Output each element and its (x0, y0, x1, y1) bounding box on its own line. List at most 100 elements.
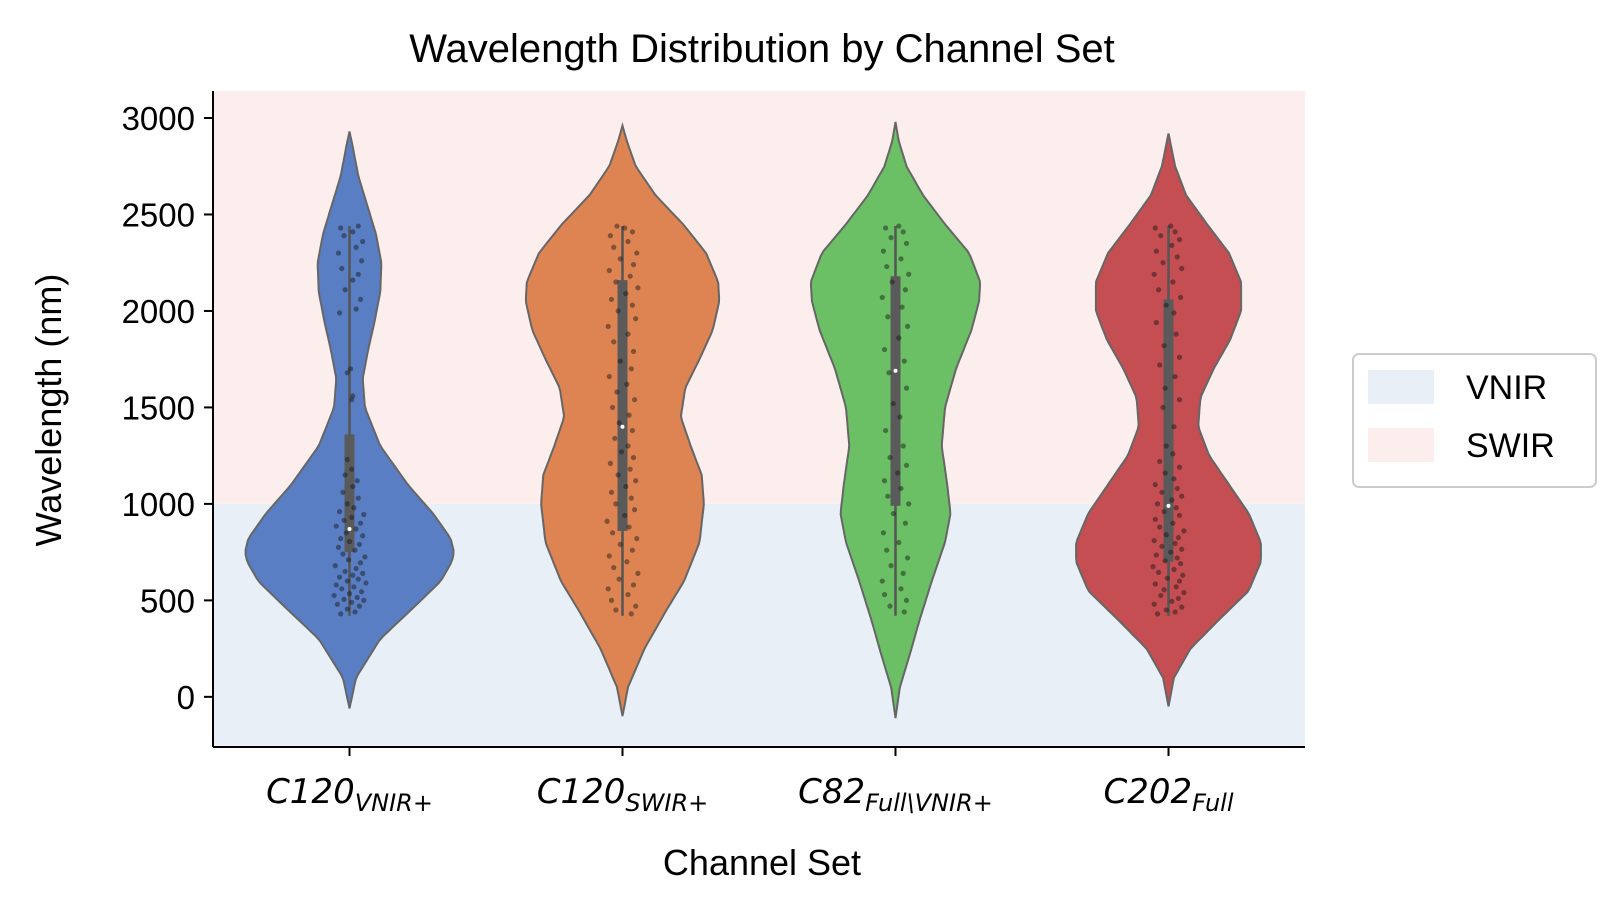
data-point (349, 397, 355, 403)
data-point (1160, 260, 1166, 266)
data-point (1160, 404, 1166, 411)
data-point (1154, 501, 1161, 507)
data-point (351, 505, 357, 511)
data-point (356, 603, 362, 609)
data-point (360, 238, 366, 245)
violin-group (244, 131, 455, 709)
data-point (1161, 587, 1167, 593)
data-point (1178, 561, 1184, 567)
data-point (1178, 294, 1184, 301)
legend-label-swir: SWIR (1466, 427, 1555, 465)
violin-group (1075, 133, 1262, 707)
data-point (604, 518, 610, 524)
data-point (611, 244, 617, 250)
violin-median (1166, 503, 1171, 508)
data-point (635, 285, 641, 291)
data-point (352, 609, 358, 615)
data-point (335, 544, 342, 550)
violin-group (524, 122, 721, 717)
data-point (1163, 302, 1169, 308)
data-point (1179, 546, 1185, 552)
data-point (1152, 581, 1158, 587)
data-point (622, 225, 628, 231)
data-point (630, 348, 637, 355)
data-point (355, 271, 361, 277)
data-point (887, 454, 893, 461)
data-point (1156, 569, 1162, 575)
data-point (624, 381, 630, 387)
data-point (353, 526, 359, 532)
data-point (1176, 354, 1183, 360)
data-point (614, 389, 620, 395)
violin-median (620, 424, 625, 429)
data-point (346, 538, 353, 545)
y-tick-label: 2500 (122, 196, 195, 233)
data-point (906, 271, 912, 277)
data-point (606, 373, 612, 380)
data-point (1176, 578, 1183, 584)
data-point (357, 520, 364, 526)
data-point (899, 304, 905, 310)
data-point (349, 466, 355, 472)
data-point (337, 574, 343, 580)
data-point (605, 586, 611, 592)
data-point (903, 597, 910, 603)
legend: VNIR SWIR (1352, 353, 1597, 488)
x-axis-label: Channel Set (663, 842, 861, 883)
data-point (1156, 287, 1162, 293)
data-point (342, 287, 348, 293)
data-point (1171, 476, 1177, 482)
data-point (608, 597, 615, 603)
data-point (605, 323, 611, 329)
data-point (905, 323, 911, 329)
data-point (895, 470, 901, 476)
data-point (617, 256, 623, 262)
data-point (1173, 584, 1179, 590)
data-point (896, 539, 902, 546)
violin-iqr-box (890, 276, 901, 506)
data-point (354, 594, 360, 601)
data-point (339, 586, 345, 592)
data-point (1175, 595, 1181, 602)
data-point (337, 310, 343, 316)
data-point (1163, 443, 1169, 449)
data-point (351, 584, 357, 590)
data-point (341, 596, 347, 603)
data-point (881, 591, 888, 598)
data-point (333, 582, 339, 588)
data-point (633, 316, 639, 322)
data-point (349, 599, 355, 605)
data-point (885, 493, 891, 499)
data-point (1171, 424, 1177, 430)
data-point (889, 279, 895, 285)
data-point (1175, 535, 1181, 541)
data-point (349, 514, 355, 521)
data-point (1170, 451, 1176, 457)
chart-title: Wavelength Distribution by Channel Set (409, 27, 1115, 71)
data-point (627, 466, 633, 472)
data-point (1172, 540, 1178, 547)
data-point (896, 335, 902, 341)
data-point (359, 589, 365, 595)
data-point (905, 555, 911, 561)
data-point (884, 547, 890, 553)
data-point (628, 611, 634, 617)
data-point (340, 551, 346, 557)
data-point (608, 296, 615, 302)
data-point (338, 536, 344, 542)
data-point (898, 256, 904, 262)
data-point (353, 565, 359, 572)
data-point (354, 478, 360, 484)
data-point (610, 404, 616, 411)
data-point (1174, 485, 1180, 492)
data-point (1158, 233, 1164, 239)
data-point (900, 229, 906, 235)
data-point (881, 478, 888, 484)
data-point (350, 393, 356, 399)
data-point (613, 279, 619, 285)
x-tick-label: C120VNIR+ (266, 772, 433, 817)
data-point (1172, 373, 1178, 380)
legend-label-vnir: VNIR (1466, 369, 1547, 407)
